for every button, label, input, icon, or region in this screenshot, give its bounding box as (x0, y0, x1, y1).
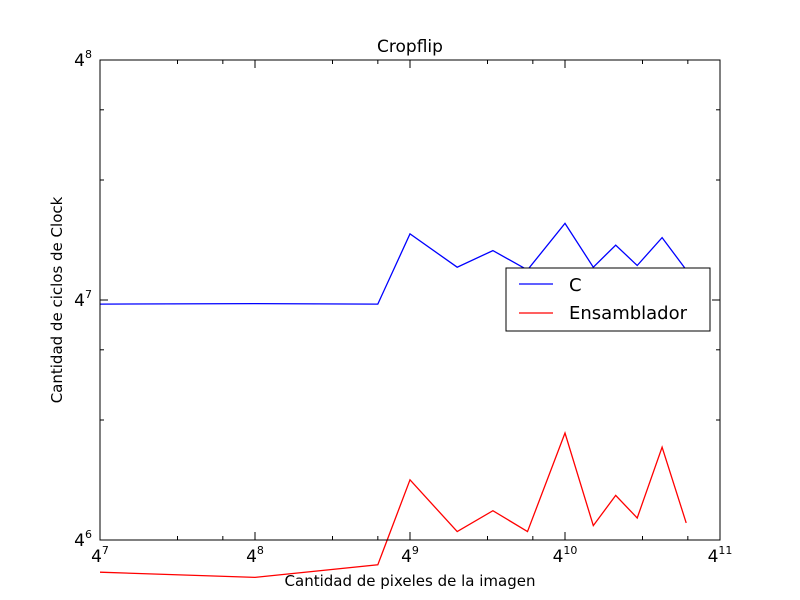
y-tick-exponent: 7 (85, 288, 92, 301)
y-tick-label: 48 (74, 48, 92, 71)
y-tick-base: 4 (74, 291, 85, 311)
x-axis-label: Cantidad de pixeles de la imagen (285, 572, 536, 590)
x-tick-base: 4 (401, 547, 412, 567)
x-tick-label: 47 (91, 544, 109, 567)
y-tick-base: 4 (74, 51, 85, 71)
x-tick-base: 4 (246, 547, 257, 567)
x-tick-exponent: 7 (102, 544, 109, 557)
x-tick-base: 4 (553, 547, 564, 567)
x-tick-exponent: 10 (563, 544, 577, 557)
x-tick-exponent: 11 (718, 544, 732, 557)
x-tick-label: 48 (246, 544, 264, 567)
y-tick-exponent: 6 (85, 528, 92, 541)
y-axis-label: Cantidad de ciclos de Clock (48, 196, 66, 403)
x-tick-base: 4 (708, 547, 719, 567)
y-tick-base: 4 (74, 531, 85, 551)
x-tick-exponent: 9 (412, 544, 419, 557)
legend-label-c: C (569, 275, 582, 296)
legend-box (505, 267, 711, 332)
y-tick-exponent: 8 (85, 48, 92, 61)
x-tick-label: 410 (553, 544, 578, 567)
x-tick-label: 49 (401, 544, 419, 567)
y-tick-label: 46 (74, 528, 92, 551)
legend-label-ensamblador: Ensamblador (569, 303, 688, 324)
y-tick-label: 47 (74, 288, 92, 311)
x-tick-label: 411 (708, 544, 733, 567)
legend: C Ensamblador (505, 267, 711, 332)
series-line-ensamblador (99, 430, 687, 579)
x-tick-exponent: 8 (257, 544, 264, 557)
chart-title: Cropflip (377, 37, 443, 57)
x-tick-base: 4 (91, 547, 102, 567)
